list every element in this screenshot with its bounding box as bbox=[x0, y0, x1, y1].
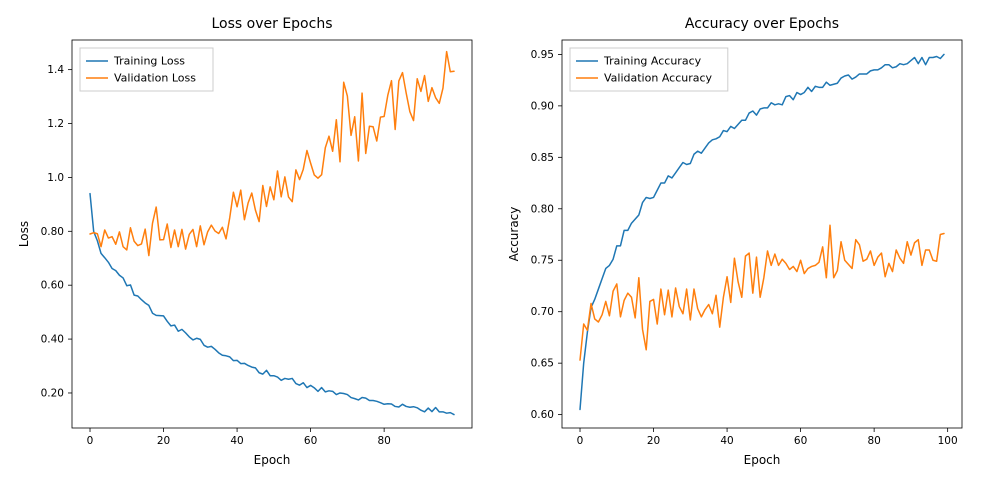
y-tick-label: 1.0 bbox=[47, 172, 64, 184]
x-tick-label: 0 bbox=[577, 435, 584, 447]
x-tick-label: 20 bbox=[157, 435, 170, 447]
x-tick-label: 60 bbox=[794, 435, 807, 447]
x-tick-label: 80 bbox=[377, 435, 390, 447]
x-axis-label: Epoch bbox=[744, 453, 781, 467]
axes-frame bbox=[562, 40, 962, 428]
x-tick-label: 40 bbox=[720, 435, 733, 447]
legend-label: Training Accuracy bbox=[603, 55, 702, 68]
x-tick-label: 40 bbox=[230, 435, 243, 447]
y-tick-label: 0.70 bbox=[531, 306, 554, 318]
y-tick-label: 0.65 bbox=[531, 358, 554, 370]
y-axis-label: Accuracy bbox=[507, 207, 521, 262]
axes-title: Loss over Epochs bbox=[212, 16, 333, 32]
y-tick-label: 0.20 bbox=[41, 387, 64, 399]
y-tick-label: 0.40 bbox=[41, 334, 64, 346]
x-tick-label: 20 bbox=[647, 435, 660, 447]
series-line bbox=[580, 225, 944, 360]
x-tick-label: 100 bbox=[938, 435, 958, 447]
x-tick-label: 80 bbox=[867, 435, 880, 447]
legend-label: Validation Loss bbox=[114, 72, 196, 85]
x-tick-label: 60 bbox=[304, 435, 317, 447]
y-tick-label: 0.80 bbox=[531, 203, 554, 215]
y-tick-label: 0.60 bbox=[531, 409, 554, 421]
legend-label: Validation Accuracy bbox=[604, 72, 713, 85]
axes-title: Accuracy over Epochs bbox=[685, 16, 839, 32]
series-line bbox=[90, 194, 454, 415]
y-tick-label: 0.90 bbox=[531, 100, 554, 112]
x-tick-label: 0 bbox=[87, 435, 94, 447]
y-axis-label: Loss bbox=[17, 221, 31, 247]
y-tick-label: 1.2 bbox=[47, 118, 64, 130]
y-tick-label: 1.4 bbox=[47, 64, 64, 76]
y-tick-label: 0.85 bbox=[531, 152, 554, 164]
series-line bbox=[580, 54, 944, 409]
y-tick-label: 0.60 bbox=[41, 280, 64, 292]
x-axis-label: Epoch bbox=[254, 453, 291, 467]
y-tick-label: 0.80 bbox=[41, 226, 64, 238]
y-tick-label: 0.95 bbox=[531, 49, 554, 61]
y-tick-label: 0.75 bbox=[531, 255, 554, 267]
legend-label: Training Loss bbox=[113, 55, 185, 68]
figure: 0 20 40 60 80 0.20 0.40 0.60 0.80 1.0 1.2 1.4 Epoch L… bbox=[0, 0, 1000, 500]
